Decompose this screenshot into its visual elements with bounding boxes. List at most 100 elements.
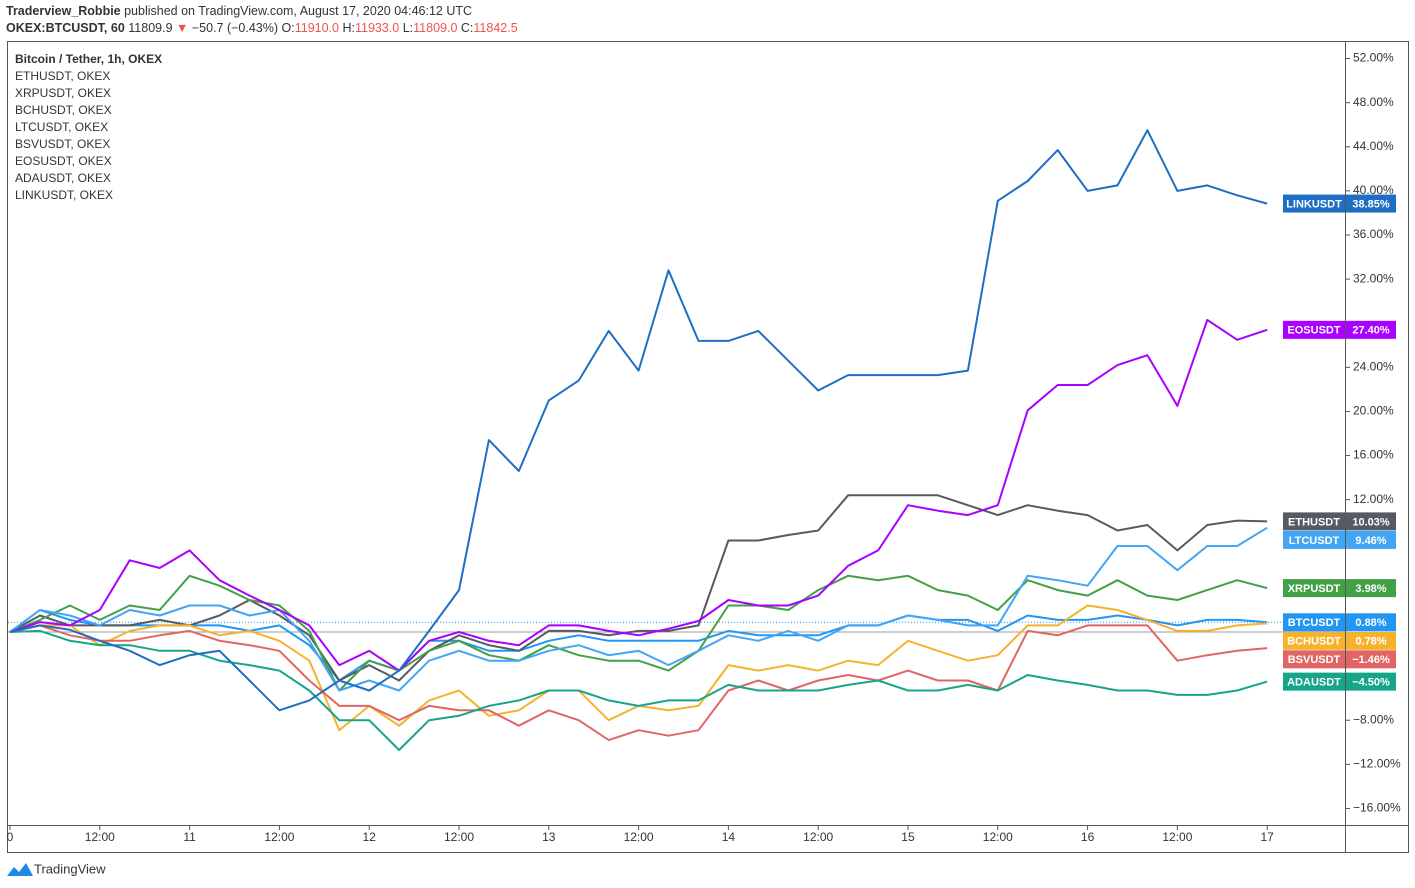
close-label: C: xyxy=(461,21,474,35)
x-tick-label: 16 xyxy=(1081,830,1095,844)
x-tick-label: 12:00 xyxy=(264,830,294,844)
series-line xyxy=(9,604,1268,732)
series-line xyxy=(9,494,1268,682)
end-label-value-box xyxy=(1346,631,1396,650)
ohlc-line: OKEX:BTCUSDT, 60 11809.9 ▼ −50.7 (−0.43%… xyxy=(6,21,518,35)
legend-item: LTCUSDT, OKEX xyxy=(15,120,108,134)
low: 11809.0 xyxy=(413,21,457,35)
y-tick-label: 20.00% xyxy=(1353,404,1394,418)
x-tick-label: 12:00 xyxy=(983,830,1013,844)
legend-item: EOSUSDT, OKEX xyxy=(15,154,112,168)
y-tick-label: 12.00% xyxy=(1353,492,1394,506)
y-tick-label: 32.00% xyxy=(1353,271,1394,285)
end-label-value-box xyxy=(1346,579,1396,598)
x-tick-label: 14 xyxy=(722,830,736,844)
x-tick-label: 12:00 xyxy=(444,830,474,844)
end-label-name-box xyxy=(1283,672,1345,691)
brand-icon xyxy=(7,863,33,876)
end-label-name: LTCUSDT xyxy=(1289,535,1340,547)
legend-item: ADAUSDT, OKEX xyxy=(15,171,111,185)
brand-logo: TradingView xyxy=(7,861,106,876)
legend-item: BSVUSDT, OKEX xyxy=(15,137,110,151)
end-label-name: XRPUSDT xyxy=(1288,583,1341,595)
end-label-name: LINKUSDT xyxy=(1286,198,1342,210)
end-label-name: ETHUSDT xyxy=(1288,516,1340,528)
brand-text: TradingView xyxy=(34,861,106,876)
open-label: O: xyxy=(282,21,295,35)
published: published on TradingView.com, August 17,… xyxy=(124,4,472,18)
plot-area xyxy=(8,129,1345,751)
end-label-name: BCHUSDT xyxy=(1287,636,1341,648)
x-tick-label: 12:00 xyxy=(1162,830,1192,844)
y-tick-label: 24.00% xyxy=(1353,360,1394,374)
end-label-value: 3.98% xyxy=(1355,583,1386,595)
y-tick-label: −8.00% xyxy=(1353,712,1394,726)
last-price: 11809.9 xyxy=(128,21,172,35)
y-tick-label: 36.00% xyxy=(1353,227,1394,241)
high: 11933.0 xyxy=(355,21,399,35)
end-label-value: −1.46% xyxy=(1352,654,1390,666)
end-label-name-box xyxy=(1283,613,1345,632)
end-labels: LINKUSDT 38.85% EOSUSDT 27.40% ETHUSDT 10.03%… xyxy=(1283,194,1396,691)
x-tick-label: 12 xyxy=(363,830,377,844)
x-tick-label: 12:00 xyxy=(803,830,833,844)
header-line: Traderview_Robbie published on TradingVi… xyxy=(6,4,472,18)
legend-item: LINKUSDT, OKEX xyxy=(15,188,113,202)
end-label-value: 27.40% xyxy=(1352,325,1390,337)
end-label-name: BTCUSDT xyxy=(1288,617,1341,629)
x-tick-label: 11 xyxy=(183,830,196,844)
x-tick-label: 12:00 xyxy=(624,830,654,844)
chart-frame xyxy=(7,41,1409,853)
y-tick-label: −16.00% xyxy=(1353,801,1401,815)
legend: Bitcoin / Tether, 1h, OKEX ETHUSDT, OKEX X… xyxy=(15,52,162,202)
end-label-value-box xyxy=(1346,512,1396,531)
y-tick-label: 52.00% xyxy=(1353,51,1394,65)
y-tick-label: 48.00% xyxy=(1353,95,1394,109)
open: 11910.0 xyxy=(295,21,339,35)
end-label-name-box xyxy=(1283,650,1345,669)
end-label-name-box xyxy=(1283,194,1345,213)
series-line xyxy=(9,318,1268,672)
y-tick-label: 40.00% xyxy=(1353,183,1394,197)
end-label-name: EOSUSDT xyxy=(1287,325,1340,337)
end-label-name-box xyxy=(1283,512,1345,531)
x-tick-label: 0 xyxy=(7,830,14,844)
series-line xyxy=(9,629,1268,751)
y-tick-label: −12.00% xyxy=(1353,757,1401,771)
legend-item: XRPUSDT, OKEX xyxy=(15,86,111,100)
end-label-name-box xyxy=(1283,579,1345,598)
end-label-value-box xyxy=(1346,194,1396,213)
end-label-value: −4.50% xyxy=(1352,677,1390,689)
x-tick-label: 12:00 xyxy=(85,830,115,844)
end-label-value-box xyxy=(1346,530,1396,549)
x-tick-label: 13 xyxy=(542,830,556,844)
legend-main: Bitcoin / Tether, 1h, OKEX xyxy=(15,52,162,66)
end-label-name-box xyxy=(1283,320,1345,339)
x-tick-label: 17 xyxy=(1260,830,1274,844)
end-label-name-box xyxy=(1283,530,1345,549)
close: 11842.5 xyxy=(473,21,517,35)
end-label-value: 10.03% xyxy=(1352,516,1390,528)
series-line xyxy=(9,624,1268,742)
series-line xyxy=(9,574,1268,692)
end-label-value-box xyxy=(1346,613,1396,632)
end-label-value-box xyxy=(1346,320,1396,339)
y-tick-label: 16.00% xyxy=(1353,448,1394,462)
change: −50.7 (−0.43%) xyxy=(192,21,278,35)
end-label-value-box xyxy=(1346,650,1396,669)
x-tick-label: 15 xyxy=(901,830,915,844)
legend-item: BCHUSDT, OKEX xyxy=(15,103,112,117)
symbol: OKEX:BTCUSDT, 60 xyxy=(6,21,125,35)
end-label-name: BSVUSDT xyxy=(1288,654,1341,666)
axes: 52.00% 48.00% 44.00% 40.00% 36.00% 32.00% 24.0… xyxy=(7,51,1401,844)
low-label: L: xyxy=(403,21,413,35)
end-label-name: ADAUSDT xyxy=(1287,677,1341,689)
end-label-value: 38.85% xyxy=(1352,198,1390,210)
author: Traderview_Robbie xyxy=(6,4,121,18)
series-line xyxy=(9,609,1268,682)
y-tick-label: 44.00% xyxy=(1353,139,1394,153)
series-line xyxy=(9,129,1268,712)
high-label: H: xyxy=(342,21,355,35)
